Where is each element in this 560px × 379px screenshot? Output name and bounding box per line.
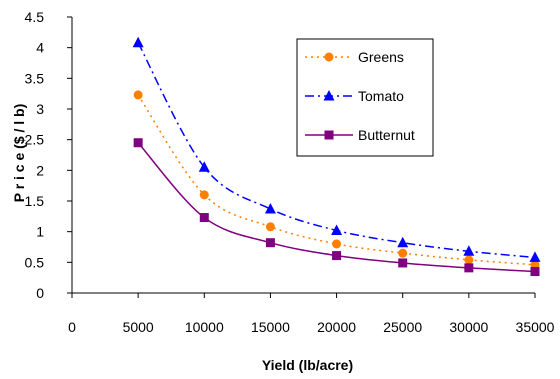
y-tick-label: 4.5 (25, 9, 45, 25)
data-point-butternut (199, 213, 209, 223)
data-point-butternut (133, 138, 143, 148)
series-lines (132, 36, 541, 277)
data-point-tomato (529, 251, 541, 262)
y-tick-label: 0 (36, 285, 44, 301)
data-point-butternut (398, 258, 408, 268)
data-point-butternut (530, 267, 540, 277)
y-tick-label: 2 (36, 162, 44, 178)
legend-item-greens: Greens (305, 49, 404, 65)
data-point-tomato (132, 36, 144, 48)
legend-item-tomato: Tomato (305, 88, 404, 104)
data-point-tomato (264, 202, 276, 214)
y-axis-title: P r i c e ($ / l b) (11, 104, 27, 203)
data-point-greens (265, 222, 275, 232)
series-butternut (133, 138, 540, 277)
x-tick-label: 35000 (516, 319, 555, 335)
y-tick-label: 3.5 (25, 70, 45, 86)
y-tick-label: 1.5 (25, 193, 45, 209)
x-tick-label: 15000 (251, 319, 290, 335)
x-axis-title: Yield (lb/acre) (262, 357, 353, 373)
data-point-greens (398, 248, 408, 258)
legend-marker-butternut (324, 130, 334, 140)
legend-marker-greens (324, 52, 334, 62)
data-point-tomato (198, 161, 210, 172)
x-tick-label: 5000 (123, 319, 154, 335)
data-point-tomato (397, 236, 409, 248)
x-tick-label: 20000 (317, 319, 356, 335)
axes (71, 17, 535, 294)
data-point-butternut (464, 263, 474, 273)
x-tick-label: 0 (68, 319, 76, 335)
y-tick-label: 4 (36, 40, 44, 56)
data-point-greens (133, 90, 143, 100)
data-point-butternut (265, 238, 275, 248)
legend-label-greens: Greens (358, 49, 404, 65)
series-greens (133, 90, 540, 270)
legend-label-butternut: Butternut (358, 127, 415, 143)
x-tick-label: 10000 (185, 319, 224, 335)
data-point-greens (199, 190, 209, 200)
ticks: 0 0.5 1 1.5 2 2.5 3 3.5 4 4.5 0 5000 10000 15000 20000… (25, 9, 555, 335)
y-tick-label: 2.5 (25, 132, 45, 148)
legend-box (296, 38, 434, 157)
data-point-greens (332, 239, 342, 249)
x-tick-label: 25000 (383, 319, 422, 335)
data-point-tomato (463, 245, 475, 256)
y-tick-label: 0.5 (25, 254, 45, 270)
data-point-greens (464, 255, 474, 265)
series-tomato (132, 36, 541, 262)
legend-marker-tomato (323, 90, 335, 101)
y-tick-label: 1 (36, 224, 44, 240)
y-tick-label: 3 (36, 101, 44, 117)
data-point-tomato (331, 224, 343, 235)
data-point-butternut (332, 251, 342, 261)
legend-item-butternut: Butternut (305, 127, 415, 143)
legend-label-tomato: Tomato (358, 88, 404, 104)
x-tick-label: 30000 (449, 319, 488, 335)
legend: Greens Tomato Butternut (296, 38, 434, 157)
